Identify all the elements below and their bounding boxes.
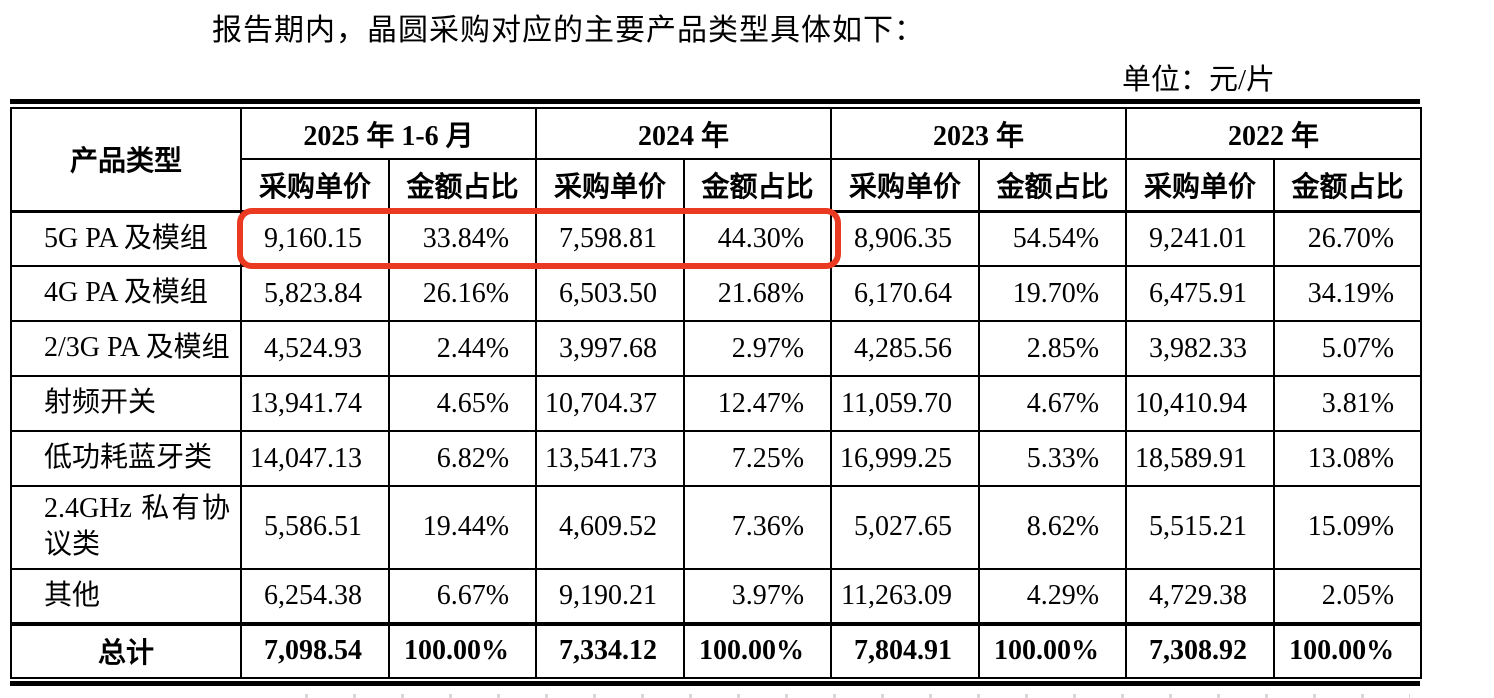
cell-unit-price: 7,804.91 bbox=[830, 621, 981, 679]
table-total-row: 总计 7,098.54 100.00% 7,334.12 100.00% 7,8… bbox=[10, 621, 1423, 679]
cell-amount-share: 6.67% bbox=[387, 567, 538, 625]
cell-unit-price: 13,541.73 bbox=[535, 430, 686, 487]
cell-unit-price: 6,503.50 bbox=[535, 265, 686, 322]
cell-unit-price: 5,027.65 bbox=[830, 485, 981, 570]
procurement-table-wrapper: 产品类型 2025 年 1-6 月 2024 年 2023 年 2022 年 采… bbox=[10, 99, 1423, 686]
cell-unit-price: 9,190.21 bbox=[535, 567, 686, 625]
cell-unit-price: 18,589.91 bbox=[1125, 430, 1276, 487]
intro-paragraph: 报告期内，晶圆采购对应的主要产品类型具体如下： bbox=[212, 14, 925, 47]
cell-amount-share: 2.44% bbox=[387, 320, 538, 377]
header-unit-price: 采购单价 bbox=[830, 158, 981, 213]
cell-amount-share: 33.84% bbox=[387, 210, 538, 267]
cell-amount-share: 4.29% bbox=[978, 567, 1128, 625]
header-period-2023: 2023 年 bbox=[830, 107, 1128, 160]
cell-unit-price: 14,047.13 bbox=[240, 430, 390, 487]
cell-product-type: 其他 bbox=[10, 567, 242, 625]
header-period-2022: 2022 年 bbox=[1125, 107, 1423, 160]
header-amount-share: 金额占比 bbox=[387, 158, 538, 213]
cell-amount-share: 100.00% bbox=[683, 621, 833, 679]
header-period-2024: 2024 年 bbox=[535, 107, 833, 160]
cell-amount-share: 44.30% bbox=[683, 210, 833, 267]
cell-unit-price: 5,823.84 bbox=[240, 265, 390, 322]
header-amount-share: 金额占比 bbox=[1273, 158, 1423, 213]
cell-product-type: 低功耗蓝牙类 bbox=[10, 430, 242, 487]
header-amount-share: 金额占比 bbox=[978, 158, 1128, 213]
table-row: 4G PA 及模组 5,823.84 26.16% 6,503.50 21.68… bbox=[10, 265, 1423, 322]
header-unit-price: 采购单价 bbox=[240, 158, 390, 213]
cell-amount-share: 21.68% bbox=[683, 265, 833, 322]
cell-unit-price: 3,982.33 bbox=[1125, 320, 1276, 377]
table-row: 射频开关 13,941.74 4.65% 10,704.37 12.47% 11… bbox=[10, 375, 1423, 432]
cell-amount-share: 12.47% bbox=[683, 375, 833, 432]
cell-unit-price: 10,410.94 bbox=[1125, 375, 1276, 432]
cell-unit-price: 6,475.91 bbox=[1125, 265, 1276, 322]
cell-amount-share: 4.65% bbox=[387, 375, 538, 432]
header-unit-price: 采购单价 bbox=[535, 158, 686, 213]
cell-product-type: 2/3G PA 及模组 bbox=[10, 320, 242, 377]
cell-amount-share: 4.67% bbox=[978, 375, 1128, 432]
table-row: 2.4GHz 私有协议类 5,586.51 19.44% 4,609.52 7.… bbox=[10, 485, 1423, 570]
cell-unit-price: 6,170.64 bbox=[830, 265, 981, 322]
table-row: 其他 6,254.38 6.67% 9,190.21 3.97% 11,263.… bbox=[10, 567, 1423, 625]
cell-amount-share: 26.70% bbox=[1273, 210, 1423, 267]
cell-unit-price: 4,524.93 bbox=[240, 320, 390, 377]
cell-unit-price: 8,906.35 bbox=[830, 210, 981, 267]
cell-amount-share: 100.00% bbox=[387, 621, 538, 679]
header-unit-price: 采购单价 bbox=[1125, 158, 1276, 213]
table-row: 2/3G PA 及模组 4,524.93 2.44% 3,997.68 2.97… bbox=[10, 320, 1423, 377]
table-row: 5G PA 及模组 9,160.15 33.84% 7,598.81 44.30… bbox=[10, 210, 1423, 267]
unit-label: 单位：元/片 bbox=[1122, 64, 1276, 96]
cell-unit-price: 16,999.25 bbox=[830, 430, 981, 487]
cell-product-type: 2.4GHz 私有协议类 bbox=[10, 485, 242, 570]
cell-unit-price: 11,059.70 bbox=[830, 375, 981, 432]
cell-amount-share: 19.70% bbox=[978, 265, 1128, 322]
cell-unit-price: 10,704.37 bbox=[535, 375, 686, 432]
cell-product-type: 4G PA 及模组 bbox=[10, 265, 242, 322]
cell-amount-share: 2.85% bbox=[978, 320, 1128, 377]
cell-amount-share: 100.00% bbox=[1273, 621, 1423, 679]
cell-amount-share: 54.54% bbox=[978, 210, 1128, 267]
cell-unit-price: 7,098.54 bbox=[240, 621, 390, 679]
cell-amount-share: 15.09% bbox=[1273, 485, 1423, 570]
header-period-2025h1: 2025 年 1-6 月 bbox=[239, 107, 538, 160]
cell-amount-share: 34.19% bbox=[1273, 265, 1423, 322]
cropped-next-line-artifact bbox=[305, 694, 1410, 698]
cell-amount-share: 3.97% bbox=[683, 567, 833, 625]
cell-amount-share: 8.62% bbox=[978, 485, 1128, 570]
cell-product-type: 5G PA 及模组 bbox=[10, 210, 242, 267]
cell-amount-share: 26.16% bbox=[387, 265, 538, 322]
cell-unit-price: 5,586.51 bbox=[240, 485, 390, 570]
cell-total-label: 总计 bbox=[10, 621, 242, 679]
cell-unit-price: 4,609.52 bbox=[535, 485, 686, 570]
cell-unit-price: 4,285.56 bbox=[830, 320, 981, 377]
cell-unit-price: 9,241.01 bbox=[1125, 210, 1276, 267]
header-product-type: 产品类型 bbox=[10, 107, 242, 213]
header-amount-share: 金额占比 bbox=[683, 158, 833, 213]
table-row: 低功耗蓝牙类 14,047.13 6.82% 13,541.73 7.25% 1… bbox=[10, 430, 1423, 487]
cell-amount-share: 19.44% bbox=[387, 485, 538, 570]
cell-unit-price: 7,598.81 bbox=[535, 210, 686, 267]
cell-amount-share: 7.25% bbox=[683, 430, 833, 487]
cell-unit-price: 9,160.15 bbox=[240, 210, 390, 267]
cell-unit-price: 7,308.92 bbox=[1125, 621, 1276, 679]
cell-amount-share: 5.07% bbox=[1273, 320, 1423, 377]
cell-amount-share: 5.33% bbox=[978, 430, 1128, 487]
cell-unit-price: 13,941.74 bbox=[240, 375, 390, 432]
cell-amount-share: 3.81% bbox=[1273, 375, 1423, 432]
cell-unit-price: 6,254.38 bbox=[240, 567, 390, 625]
cell-unit-price: 4,729.38 bbox=[1125, 567, 1276, 625]
header-row-periods: 产品类型 2025 年 1-6 月 2024 年 2023 年 2022 年 bbox=[10, 107, 1423, 213]
cell-amount-share: 6.82% bbox=[387, 430, 538, 487]
cell-unit-price: 7,334.12 bbox=[535, 621, 686, 679]
cell-amount-share: 13.08% bbox=[1273, 430, 1423, 487]
procurement-table: 产品类型 2025 年 1-6 月 2024 年 2023 年 2022 年 采… bbox=[10, 107, 1423, 679]
cell-product-type: 射频开关 bbox=[10, 375, 242, 432]
cell-unit-price: 11,263.09 bbox=[830, 567, 981, 625]
cell-amount-share: 100.00% bbox=[978, 621, 1128, 679]
cell-unit-price: 5,515.21 bbox=[1125, 485, 1276, 570]
cell-unit-price: 3,997.68 bbox=[535, 320, 686, 377]
cell-amount-share: 7.36% bbox=[683, 485, 833, 570]
cell-amount-share: 2.05% bbox=[1273, 567, 1423, 625]
cell-amount-share: 2.97% bbox=[683, 320, 833, 377]
